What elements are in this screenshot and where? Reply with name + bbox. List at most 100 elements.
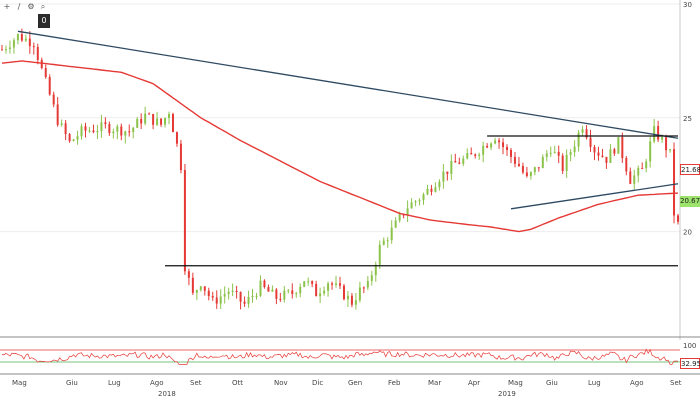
candle-body bbox=[641, 168, 644, 170]
candle-body bbox=[673, 149, 676, 216]
candle-body bbox=[422, 194, 425, 201]
grid bbox=[0, 3, 680, 233]
candle-body bbox=[144, 113, 147, 124]
candle-body bbox=[112, 131, 115, 134]
candle-body bbox=[319, 293, 322, 297]
candle-body bbox=[498, 140, 501, 143]
gear-icon[interactable]: ⚙ bbox=[27, 2, 35, 11]
candle-body bbox=[4, 49, 7, 51]
candle-body bbox=[565, 154, 568, 171]
month-label: Ago bbox=[630, 379, 644, 387]
candle-body bbox=[60, 123, 63, 125]
candle-body bbox=[303, 281, 306, 287]
candle-body bbox=[243, 301, 246, 304]
candle-body bbox=[215, 297, 218, 304]
candle-body bbox=[506, 147, 509, 150]
candle-body bbox=[179, 143, 182, 171]
month-label: Dic bbox=[312, 379, 323, 387]
candles bbox=[1, 28, 679, 310]
horizontal-lines bbox=[165, 135, 678, 267]
candle-body bbox=[513, 156, 516, 164]
candle-body bbox=[569, 152, 572, 155]
candle-body bbox=[299, 286, 302, 294]
candle-body bbox=[386, 240, 389, 242]
rsi-line bbox=[1, 348, 678, 365]
candle-body bbox=[267, 287, 270, 292]
candle-body bbox=[255, 295, 258, 297]
month-label: Lug bbox=[108, 379, 121, 387]
month-label: Giu bbox=[66, 379, 78, 387]
candle-body bbox=[426, 188, 429, 195]
candle-body bbox=[116, 126, 119, 132]
candle-body bbox=[669, 149, 672, 151]
candle-body bbox=[164, 117, 167, 125]
candle-body bbox=[183, 170, 186, 272]
candle-body bbox=[247, 297, 250, 304]
candle-body bbox=[617, 137, 620, 154]
candle-body bbox=[446, 171, 449, 174]
rsi-tick-label: 100 bbox=[683, 342, 696, 350]
candle-body bbox=[120, 126, 123, 136]
candle-body bbox=[418, 200, 421, 202]
candle-body bbox=[219, 296, 222, 304]
candle-body bbox=[80, 126, 83, 137]
candle-body bbox=[629, 171, 632, 184]
candle-body bbox=[541, 156, 544, 169]
candle-body bbox=[148, 113, 151, 115]
crosshair-icon[interactable]: + bbox=[3, 2, 11, 11]
candle-body bbox=[585, 129, 588, 138]
candle-body bbox=[366, 280, 369, 288]
candle-body bbox=[52, 94, 55, 105]
candle-body bbox=[649, 141, 652, 162]
candle-body bbox=[434, 187, 437, 192]
candle-body bbox=[88, 130, 91, 132]
candle-body bbox=[342, 285, 345, 300]
candle-body bbox=[438, 181, 441, 188]
period-button[interactable]: 0 bbox=[38, 14, 50, 28]
candle-body bbox=[48, 76, 51, 95]
rsi-value-badge: 32.9553 bbox=[680, 358, 700, 369]
month-label: Mag bbox=[508, 379, 523, 387]
candle-body bbox=[28, 38, 31, 47]
price-tick-label: 25 bbox=[683, 115, 692, 123]
pencil-icon[interactable]: ∕ bbox=[17, 2, 21, 11]
candle-body bbox=[251, 295, 254, 298]
candle-body bbox=[187, 271, 190, 278]
candle-body bbox=[96, 131, 99, 133]
month-label: Ago bbox=[150, 379, 164, 387]
candle-body bbox=[430, 188, 433, 192]
candle-body bbox=[295, 293, 298, 295]
candle-body bbox=[486, 145, 489, 148]
candle-body bbox=[223, 294, 226, 297]
candle-body bbox=[537, 167, 540, 169]
candle-body bbox=[370, 275, 373, 281]
candle-body bbox=[553, 151, 556, 153]
candle-body bbox=[84, 126, 87, 131]
time-tick-labels: Mag Giu Lug Ago Set Ott Nov Dic Gen Feb Mar Apr Mag G… bbox=[12, 379, 682, 398]
candle-body bbox=[323, 290, 326, 294]
candle-body bbox=[406, 208, 409, 216]
zoom-icon[interactable]: ⌕ bbox=[40, 2, 46, 11]
month-label: Set bbox=[670, 379, 682, 387]
month-label: Feb bbox=[388, 379, 401, 387]
candle-body bbox=[581, 129, 584, 133]
candle-body bbox=[470, 153, 473, 155]
month-label: Nov bbox=[274, 379, 288, 387]
candle-body bbox=[442, 171, 445, 182]
candle-body bbox=[259, 280, 262, 296]
candle-body bbox=[271, 289, 274, 292]
candle-body bbox=[40, 59, 43, 69]
candle-body bbox=[350, 295, 353, 305]
candle-body bbox=[64, 123, 67, 135]
candle-body bbox=[36, 47, 39, 60]
candle-body bbox=[100, 122, 103, 132]
candle-body bbox=[207, 290, 210, 296]
candle-body bbox=[502, 142, 505, 148]
candle-body bbox=[239, 292, 242, 302]
candle-body bbox=[291, 290, 294, 294]
trendline bbox=[17, 30, 679, 139]
month-label: Ott bbox=[232, 379, 243, 387]
month-label: Lug bbox=[588, 379, 601, 387]
candle-body bbox=[152, 114, 155, 125]
candle-body bbox=[577, 132, 580, 147]
